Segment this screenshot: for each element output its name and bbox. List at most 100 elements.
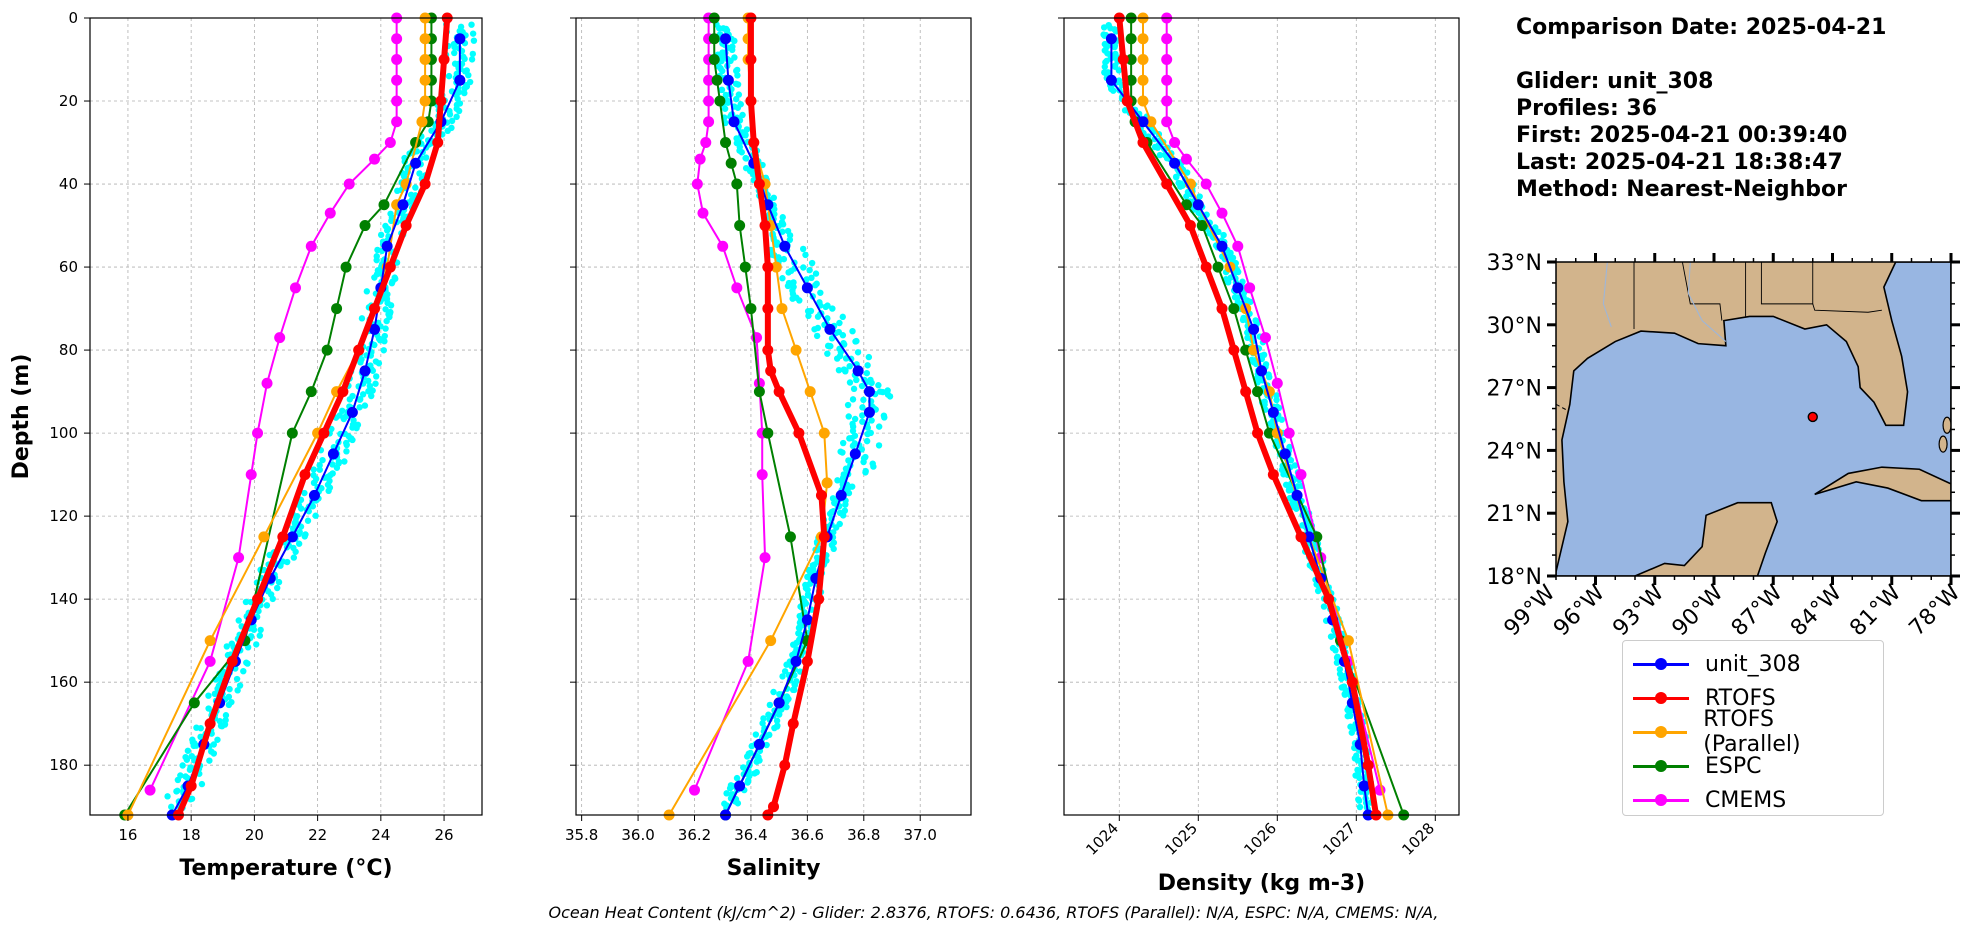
glider-cloud-point bbox=[319, 456, 326, 464]
data-point bbox=[1283, 427, 1295, 439]
glider-cloud-point bbox=[416, 170, 423, 177]
glider-cloud-point bbox=[724, 99, 732, 106]
glider-cloud-point bbox=[849, 442, 857, 450]
legend-item-cmems: CMEMS bbox=[1633, 783, 1873, 817]
data-point bbox=[252, 427, 264, 439]
data-point bbox=[397, 199, 409, 211]
glider-cloud-point bbox=[824, 302, 831, 309]
x-tick-label: 26 bbox=[435, 826, 454, 844]
x-tick-label: 1028 bbox=[1398, 819, 1438, 859]
glider-cloud-point bbox=[310, 479, 318, 487]
glider-cloud-point bbox=[1234, 294, 1242, 301]
glider-cloud-point bbox=[791, 686, 798, 694]
state-border bbox=[1812, 303, 1882, 313]
legend: unit_308 RTOFS RTOFS (Parallel) ESPC CME… bbox=[1622, 640, 1884, 816]
glider-cloud-point bbox=[1344, 712, 1351, 720]
glider-cloud-point bbox=[786, 236, 794, 244]
glider-cloud-point bbox=[1235, 268, 1242, 276]
glider-cloud-point bbox=[1356, 803, 1364, 811]
data-point bbox=[327, 448, 339, 460]
data-point bbox=[1228, 344, 1240, 356]
glider-cloud-point bbox=[751, 770, 758, 777]
data-point bbox=[1161, 74, 1173, 86]
glider-cloud-point bbox=[802, 251, 809, 259]
glider-cloud-point bbox=[250, 626, 258, 633]
glider-cloud-point bbox=[460, 53, 467, 61]
glider-cloud-point bbox=[297, 505, 305, 512]
glider-cloud-point bbox=[849, 396, 857, 403]
data-point bbox=[815, 489, 827, 501]
glider-cloud-point bbox=[193, 724, 200, 731]
data-point bbox=[734, 780, 746, 792]
glider-cloud-point bbox=[365, 388, 372, 395]
glider-cloud-point bbox=[879, 388, 887, 396]
glider-cloud-point bbox=[377, 231, 385, 239]
data-point bbox=[694, 153, 706, 165]
glider-cloud-point bbox=[240, 667, 247, 675]
series-line bbox=[1116, 18, 1380, 815]
data-point bbox=[454, 74, 466, 86]
data-point bbox=[703, 116, 715, 128]
glider-cloud-point bbox=[744, 779, 751, 786]
data-point bbox=[691, 178, 703, 190]
data-point bbox=[717, 240, 729, 252]
data-point bbox=[299, 469, 311, 481]
glider-cloud-point bbox=[1225, 279, 1232, 286]
y-tick-label: 180 bbox=[49, 756, 78, 774]
data-point bbox=[359, 365, 371, 377]
country-border bbox=[1556, 403, 1569, 412]
glider-cloud-point bbox=[1341, 690, 1348, 698]
data-point bbox=[700, 137, 712, 149]
map-yucatan bbox=[1634, 501, 1779, 576]
glider-cloud-point bbox=[830, 545, 837, 553]
glider-cloud-point bbox=[455, 107, 463, 115]
glider-cloud-point bbox=[197, 733, 204, 741]
glider-cloud-point bbox=[304, 517, 312, 524]
glider-cloud-point bbox=[800, 264, 807, 271]
map-lon-label: 84°W bbox=[1786, 580, 1847, 641]
glider-cloud-point bbox=[284, 558, 291, 566]
data-point bbox=[753, 738, 765, 750]
x-tick-label: 1025 bbox=[1161, 819, 1201, 859]
data-point bbox=[1240, 344, 1252, 356]
data-point bbox=[852, 365, 864, 377]
legend-label: CMEMS bbox=[1705, 787, 1787, 813]
glider-cloud-point bbox=[813, 332, 821, 340]
glider-cloud-point bbox=[760, 715, 767, 722]
data-point bbox=[1161, 178, 1173, 190]
data-point bbox=[1271, 377, 1283, 389]
data-point bbox=[435, 95, 447, 107]
glider-cloud-point bbox=[236, 682, 244, 689]
data-point bbox=[1105, 33, 1117, 45]
glider-cloud-point bbox=[796, 625, 803, 632]
glider-cloud-point bbox=[301, 489, 308, 497]
y-tick-label: 140 bbox=[49, 590, 78, 608]
data-point bbox=[1180, 153, 1192, 165]
glider-cloud-point bbox=[742, 155, 750, 162]
glider-cloud-point bbox=[448, 117, 456, 125]
data-point bbox=[1137, 116, 1149, 128]
glider-cloud-point bbox=[749, 168, 756, 176]
data-point bbox=[384, 261, 396, 273]
data-point bbox=[1267, 469, 1279, 481]
glider-cloud-point bbox=[371, 341, 378, 349]
glider-cloud-point bbox=[722, 91, 730, 99]
glider-cloud-point bbox=[1336, 666, 1344, 673]
glider-cloud-point bbox=[343, 448, 350, 455]
glider-cloud-point bbox=[875, 423, 883, 430]
data-point bbox=[762, 427, 774, 439]
data-point bbox=[369, 303, 381, 315]
data-point bbox=[391, 95, 403, 107]
data-point bbox=[725, 157, 737, 169]
data-point bbox=[1279, 448, 1291, 460]
data-point bbox=[734, 220, 746, 232]
glider-cloud-point bbox=[446, 107, 453, 115]
glider-cloud-point bbox=[1332, 647, 1339, 654]
glider-cloud-point bbox=[388, 217, 395, 225]
glider-cloud-point bbox=[469, 50, 477, 58]
glider-cloud-point bbox=[783, 698, 790, 705]
glider-cloud-point bbox=[382, 325, 389, 332]
glider-cloud-point bbox=[1227, 249, 1234, 257]
data-point bbox=[753, 178, 765, 190]
